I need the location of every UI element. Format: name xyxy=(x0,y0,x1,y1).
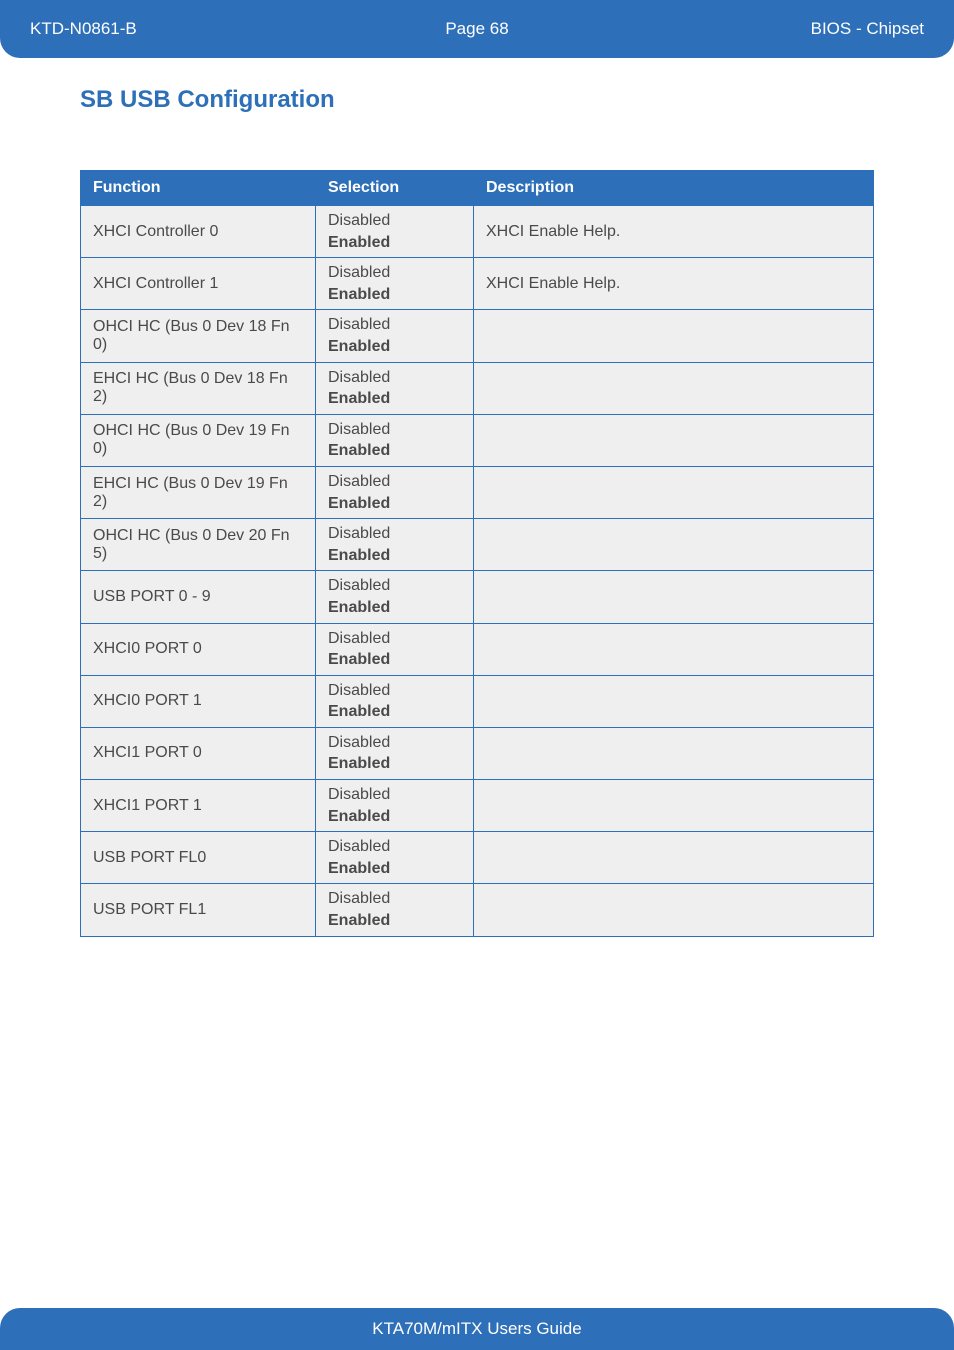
cell-description xyxy=(474,675,874,727)
footer-text: KTA70M/mITX Users Guide xyxy=(372,1319,581,1339)
option-enabled: Enabled xyxy=(328,910,461,932)
cell-function: USB PORT FL1 xyxy=(81,884,316,936)
option-disabled: Disabled xyxy=(328,784,461,806)
cell-description xyxy=(474,571,874,623)
option-disabled: Disabled xyxy=(328,732,461,754)
option-disabled: Disabled xyxy=(328,210,461,232)
col-description: Description xyxy=(474,171,874,206)
cell-description xyxy=(474,780,874,832)
option-disabled: Disabled xyxy=(328,888,461,910)
table-row: OHCI HC (Bus 0 Dev 20 Fn 5)DisabledEnabl… xyxy=(81,519,874,571)
cell-description xyxy=(474,884,874,936)
option-enabled: Enabled xyxy=(328,649,461,671)
cell-function: XHCI Controller 0 xyxy=(81,206,316,258)
cell-selection: DisabledEnabled xyxy=(316,571,474,623)
config-table: Function Selection Description XHCI Cont… xyxy=(80,170,874,937)
cell-function: OHCI HC (Bus 0 Dev 18 Fn 0) xyxy=(81,310,316,362)
option-disabled: Disabled xyxy=(328,262,461,284)
option-enabled: Enabled xyxy=(328,597,461,619)
option-disabled: Disabled xyxy=(328,836,461,858)
table-row: USB PORT 0 - 9DisabledEnabled xyxy=(81,571,874,623)
option-disabled: Disabled xyxy=(328,628,461,650)
col-selection: Selection xyxy=(316,171,474,206)
table-header-row: Function Selection Description xyxy=(81,171,874,206)
section-title: SB USB Configuration xyxy=(80,86,874,114)
cell-description xyxy=(474,310,874,362)
cell-function: XHCI1 PORT 1 xyxy=(81,780,316,832)
cell-function: XHCI0 PORT 0 xyxy=(81,623,316,675)
option-enabled: Enabled xyxy=(328,440,461,462)
cell-function: XHCI Controller 1 xyxy=(81,258,316,310)
cell-description xyxy=(474,362,874,414)
cell-selection: DisabledEnabled xyxy=(316,310,474,362)
option-disabled: Disabled xyxy=(328,471,461,493)
table-row: OHCI HC (Bus 0 Dev 18 Fn 0)DisabledEnabl… xyxy=(81,310,874,362)
option-disabled: Disabled xyxy=(328,575,461,597)
cell-function: USB PORT FL0 xyxy=(81,832,316,884)
table-row: XHCI0 PORT 0DisabledEnabled xyxy=(81,623,874,675)
cell-selection: DisabledEnabled xyxy=(316,258,474,310)
content: SB USB Configuration Function Selection … xyxy=(0,86,954,937)
table-row: XHCI1 PORT 1DisabledEnabled xyxy=(81,780,874,832)
cell-function: EHCI HC (Bus 0 Dev 19 Fn 2) xyxy=(81,466,316,518)
option-enabled: Enabled xyxy=(328,336,461,358)
option-enabled: Enabled xyxy=(328,701,461,723)
option-enabled: Enabled xyxy=(328,388,461,410)
table-row: XHCI1 PORT 0DisabledEnabled xyxy=(81,727,874,779)
option-enabled: Enabled xyxy=(328,806,461,828)
option-enabled: Enabled xyxy=(328,493,461,515)
option-enabled: Enabled xyxy=(328,545,461,567)
doc-id: KTD-N0861-B xyxy=(30,19,328,39)
cell-description xyxy=(474,466,874,518)
option-disabled: Disabled xyxy=(328,419,461,441)
table-row: EHCI HC (Bus 0 Dev 18 Fn 2)DisabledEnabl… xyxy=(81,362,874,414)
table-row: XHCI Controller 1DisabledEnabledXHCI Ena… xyxy=(81,258,874,310)
cell-description xyxy=(474,832,874,884)
cell-description xyxy=(474,727,874,779)
option-enabled: Enabled xyxy=(328,232,461,254)
cell-function: XHCI0 PORT 1 xyxy=(81,675,316,727)
cell-selection: DisabledEnabled xyxy=(316,675,474,727)
cell-selection: DisabledEnabled xyxy=(316,780,474,832)
cell-selection: DisabledEnabled xyxy=(316,884,474,936)
option-enabled: Enabled xyxy=(328,858,461,880)
table-row: XHCI0 PORT 1DisabledEnabled xyxy=(81,675,874,727)
option-enabled: Enabled xyxy=(328,284,461,306)
page-footer: KTA70M/mITX Users Guide xyxy=(0,1308,954,1350)
option-disabled: Disabled xyxy=(328,314,461,336)
cell-description xyxy=(474,414,874,466)
section: BIOS - Chipset xyxy=(626,19,924,39)
cell-description xyxy=(474,623,874,675)
cell-description: XHCI Enable Help. xyxy=(474,206,874,258)
table-row: USB PORT FL1DisabledEnabled xyxy=(81,884,874,936)
cell-selection: DisabledEnabled xyxy=(316,832,474,884)
cell-selection: DisabledEnabled xyxy=(316,727,474,779)
cell-selection: DisabledEnabled xyxy=(316,623,474,675)
option-disabled: Disabled xyxy=(328,523,461,545)
option-disabled: Disabled xyxy=(328,680,461,702)
cell-selection: DisabledEnabled xyxy=(316,414,474,466)
cell-selection: DisabledEnabled xyxy=(316,519,474,571)
page-header: KTD-N0861-B Page 68 BIOS - Chipset xyxy=(0,0,954,58)
cell-selection: DisabledEnabled xyxy=(316,362,474,414)
table-row: USB PORT FL0DisabledEnabled xyxy=(81,832,874,884)
cell-selection: DisabledEnabled xyxy=(316,466,474,518)
option-disabled: Disabled xyxy=(328,367,461,389)
table-row: XHCI Controller 0DisabledEnabledXHCI Ena… xyxy=(81,206,874,258)
col-function: Function xyxy=(81,171,316,206)
cell-function: OHCI HC (Bus 0 Dev 19 Fn 0) xyxy=(81,414,316,466)
cell-function: EHCI HC (Bus 0 Dev 18 Fn 2) xyxy=(81,362,316,414)
cell-description xyxy=(474,519,874,571)
cell-description: XHCI Enable Help. xyxy=(474,258,874,310)
table-row: OHCI HC (Bus 0 Dev 19 Fn 0)DisabledEnabl… xyxy=(81,414,874,466)
cell-function: XHCI1 PORT 0 xyxy=(81,727,316,779)
page-label: Page 68 xyxy=(328,19,626,39)
option-enabled: Enabled xyxy=(328,753,461,775)
cell-function: OHCI HC (Bus 0 Dev 20 Fn 5) xyxy=(81,519,316,571)
cell-selection: DisabledEnabled xyxy=(316,206,474,258)
table-row: EHCI HC (Bus 0 Dev 19 Fn 2)DisabledEnabl… xyxy=(81,466,874,518)
cell-function: USB PORT 0 - 9 xyxy=(81,571,316,623)
